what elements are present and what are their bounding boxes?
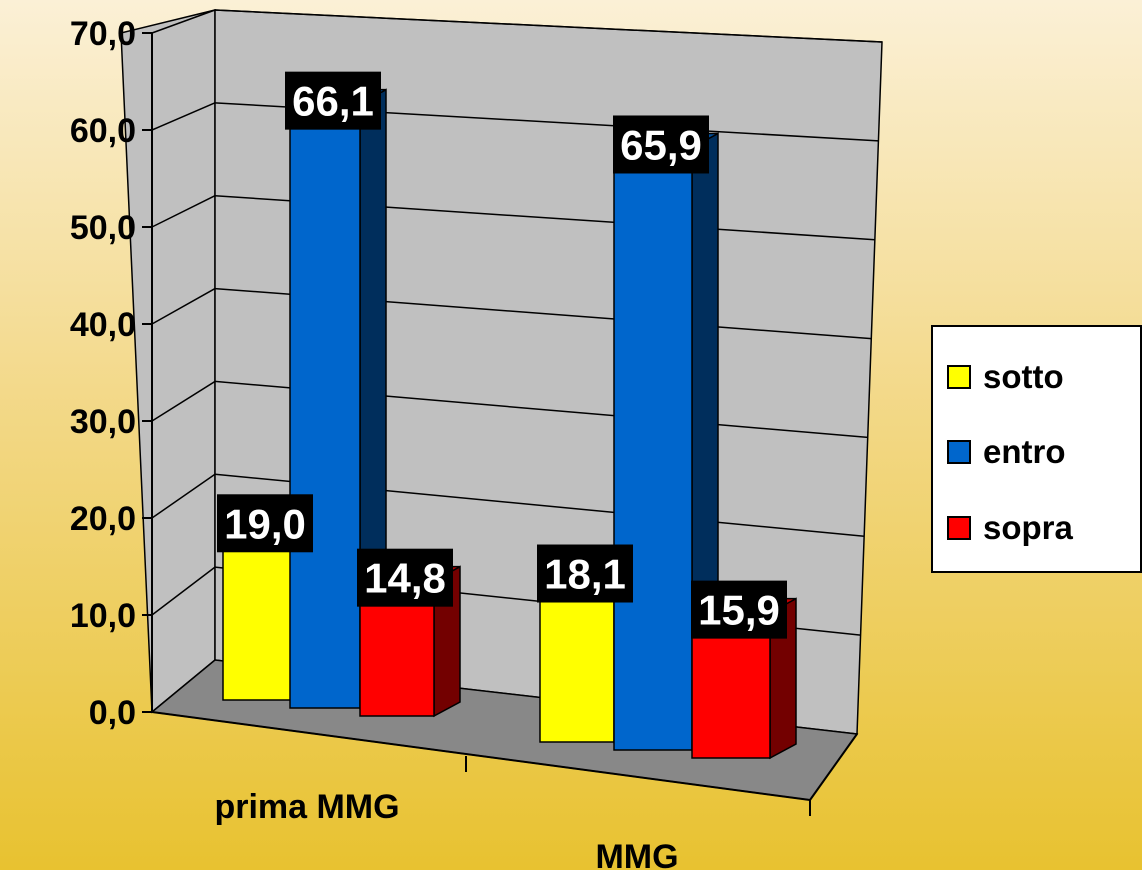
legend-label-sotto: sotto [983,358,1064,395]
y-tick-label: 50,0 [70,209,136,247]
data-label-entro-0: 66,1 [292,78,374,125]
legend-item-sotto: sotto [947,357,1064,397]
data-label-sotto-0: 19,0 [224,500,306,547]
grid-line-side [151,473,216,519]
grid-line-side [151,566,216,616]
y-tick-label: 30,0 [70,403,136,441]
data-label-sopra-1: 15,9 [698,587,780,634]
grid-line-side [151,380,216,422]
y-tick-label: 10,0 [70,597,136,635]
y-tick-label: 40,0 [70,306,136,344]
category-label-mmg: MMG [595,838,678,870]
grid-line-side [151,195,216,228]
grid-line-side [151,9,216,34]
y-tick-label: 20,0 [70,500,136,538]
data-label-box [357,548,453,607]
legend-label-sopra: sopra [983,509,1073,546]
bar-front-face [222,525,292,701]
bar-front-face [613,146,693,751]
category-label-prima-mmg: prima MMG [214,788,399,826]
grid-line-side [151,102,216,131]
legend-label-entro: entro [983,433,1066,470]
y-tick-label: 70,0 [70,15,136,53]
legend-item-entro: entro [947,432,1066,472]
y-axis-ticks: 0,0 10,0 20,0 30,0 40,0 50,0 60,0 70,0 [70,15,152,732]
data-label-box [537,544,633,603]
bar-front-face [539,575,615,743]
bar-front-face [289,102,361,709]
legend-swatch-entro [947,440,971,464]
grid-line-side [151,287,216,325]
y-tick-label: 60,0 [70,112,136,150]
data-label-sotto-1: 18,1 [544,551,626,598]
data-label-box [217,494,313,553]
legend-item-sopra: sopra [947,508,1073,548]
legend: sotto entro sopra [931,325,1142,573]
data-label-box [691,580,787,639]
data-label-box [285,71,381,130]
data-label-entro-1: 65,9 [620,121,702,168]
legend-swatch-sopra [947,516,971,540]
grid-line-back [214,9,883,43]
axes [151,33,858,816]
data-label-box [613,115,709,174]
legend-swatch-sotto [947,365,971,389]
y-tick-label: 0,0 [89,694,136,732]
data-labels: 19,0 66,1 14,8 18,1 65,9 15,9 [217,71,787,639]
data-label-sopra-0: 14,8 [364,555,446,602]
